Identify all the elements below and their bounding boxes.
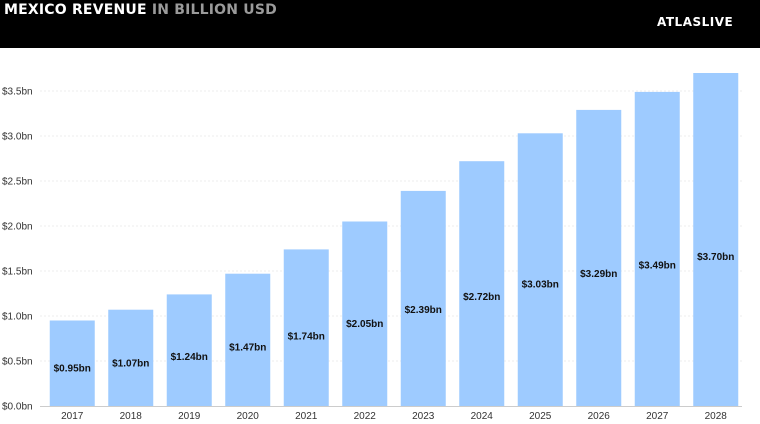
bar-value-label: $2.72bn — [463, 292, 500, 303]
bar-value-label: $3.70bn — [697, 252, 734, 263]
x-tick-label: 2024 — [471, 411, 494, 422]
y-tick-label: $0.0bn — [2, 402, 33, 413]
revenue-bar-chart: $0.0bn $0.5bn $1.0bn $1.5bn $2.0bn $2.5bn $3.0… — [2, 73, 742, 422]
bar-value-label: $1.07bn — [112, 359, 149, 370]
x-tick-label: 2019 — [178, 411, 201, 422]
y-axis: $0.0bn $0.5bn $1.0bn $1.5bn $2.0bn $2.5bn $3.0… — [2, 87, 33, 413]
bar-value-label: $3.49bn — [639, 261, 676, 272]
bar — [576, 109, 622, 407]
y-tick-label: $1.5bn — [2, 267, 33, 278]
x-axis: 2017 2018 2019 2020 2021 2022 2023 2024 2025 2026… — [40, 406, 742, 422]
bar-value-label: $3.03bn — [522, 279, 559, 290]
y-tick-label: $1.0bn — [2, 312, 33, 323]
bar-value-label: $2.39bn — [405, 305, 442, 316]
chart-title: MEXICO REVENUE IN BILLION USD — [4, 2, 277, 18]
y-tick-label: $0.5bn — [2, 357, 33, 368]
chart-title-main: MEXICO REVENUE — [4, 2, 147, 18]
bar-value-label: $3.29bn — [580, 269, 617, 280]
y-tick-label: $2.5bn — [2, 177, 33, 188]
bar — [400, 190, 446, 406]
bar — [634, 91, 680, 407]
x-tick-label: 2021 — [295, 411, 318, 422]
bar — [342, 221, 388, 406]
bar-value-label: $1.47bn — [229, 342, 266, 353]
x-tick-label: 2028 — [705, 411, 728, 422]
bar — [225, 273, 271, 406]
bar-value-label: $2.05bn — [346, 319, 383, 330]
bar-value-label: $0.95bn — [54, 364, 91, 375]
x-tick-label: 2023 — [412, 411, 435, 422]
bar — [49, 320, 95, 406]
y-tick-label: $2.0bn — [2, 222, 33, 233]
bar-value-label: $1.74bn — [288, 332, 325, 343]
y-tick-label: $3.5bn — [2, 87, 33, 98]
bars — [49, 73, 739, 407]
atlaslive-logo: ATLASLIVE — [657, 15, 734, 29]
bar — [108, 309, 154, 406]
chart-header: MEXICO REVENUE IN BILLION USD ATLASLIVE — [0, 0, 760, 48]
bar — [693, 73, 739, 406]
x-tick-label: 2020 — [237, 411, 260, 422]
x-tick-label: 2027 — [646, 411, 669, 422]
bar — [283, 249, 329, 406]
y-tick-label: $3.0bn — [2, 132, 33, 143]
bar-value-label: $1.24bn — [171, 352, 208, 363]
grid-lines — [40, 90, 742, 362]
x-tick-label: 2018 — [120, 411, 143, 422]
x-tick-label: 2022 — [354, 411, 377, 422]
bar — [459, 161, 505, 406]
bar — [166, 294, 212, 406]
chart-title-sub: IN BILLION USD — [151, 2, 277, 18]
bar — [517, 133, 563, 407]
x-tick-label: 2025 — [529, 411, 552, 422]
x-tick-label: 2026 — [588, 411, 611, 422]
x-tick-label: 2017 — [61, 411, 84, 422]
data-labels: $0.95bn $1.07bn $1.24bn $1.47bn $1.74bn $2.05… — [54, 252, 735, 374]
